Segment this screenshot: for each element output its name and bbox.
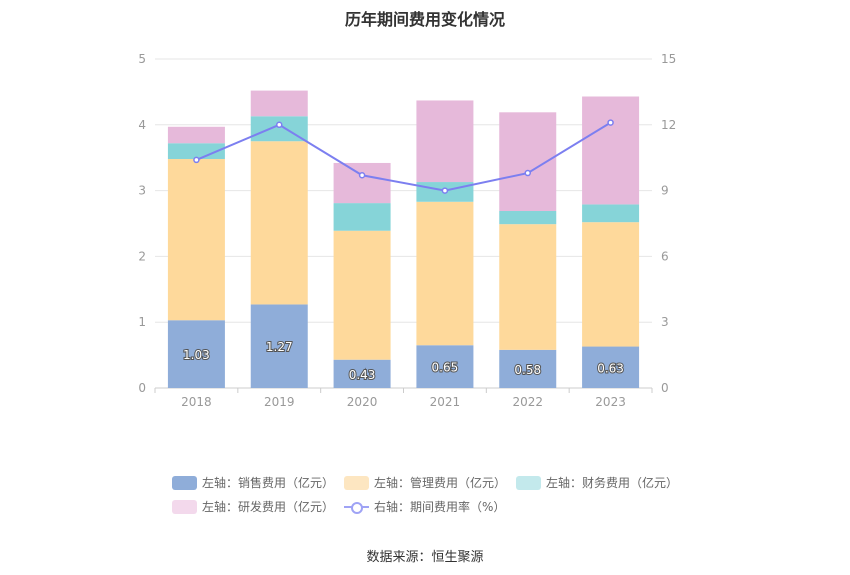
x-axis-tick-label: 2023	[595, 395, 626, 409]
bar-data-label: 1.03	[183, 348, 210, 362]
right-axis-tick-label: 15	[661, 52, 676, 66]
right-axis-tick-label: 6	[661, 249, 669, 263]
legend-swatch-finance	[516, 475, 541, 490]
rate-point	[607, 119, 614, 126]
legend-item-admin[interactable]: 左轴：管理费用（亿元）	[344, 474, 506, 491]
legend-label-admin: 左轴：管理费用（亿元）	[374, 476, 507, 490]
legend-label-rd: 左轴：研发费用（亿元）	[202, 500, 335, 514]
bar-segment	[333, 359, 391, 388]
left-axis-tick-label: 3	[138, 184, 146, 198]
grid-lines	[155, 58, 652, 323]
legend-swatch-rd	[172, 499, 197, 514]
rate-point	[193, 156, 200, 164]
left-axis-tick-label: 1	[138, 315, 146, 329]
bar-segment	[416, 345, 474, 388]
legend-swatch-rate	[344, 500, 369, 514]
rate-line	[193, 119, 614, 194]
chart-title: 历年期间费用变化情况	[344, 10, 505, 29]
bar-segment	[250, 141, 308, 305]
legend-item-finance[interactable]: 左轴：财务费用（亿元）	[516, 474, 678, 491]
bar-data-label: 0.63	[597, 361, 624, 375]
bars	[167, 90, 640, 388]
right-axis-tick-label: 9	[661, 184, 669, 198]
left-axis-tick-label: 4	[138, 118, 146, 132]
data-labels: 1.03 1.27 0.43 0.65 0.58 0.63	[182, 339, 625, 383]
x-axis-tick-label: 2020	[347, 395, 378, 409]
right-axis-tick-label: 12	[661, 118, 676, 132]
bar-segment	[250, 304, 308, 388]
rate-point	[276, 121, 283, 129]
legend-label-rate: 右轴：期间费用率（%）	[374, 500, 506, 514]
bar-segment	[167, 320, 225, 388]
bar-segment	[499, 210, 557, 225]
bar-data-label: 0.58	[514, 363, 541, 377]
bar-segment	[582, 346, 640, 388]
left-axis-tick-label: 2	[138, 249, 146, 263]
bar-segment	[416, 201, 474, 346]
right-axis-tick-label: 0	[661, 381, 669, 395]
bar-segment	[167, 143, 225, 160]
bar-segment	[582, 96, 640, 205]
rate-line-path	[196, 121, 612, 192]
x-axis-tick-label: 2019	[264, 395, 295, 409]
bar-segment	[582, 222, 640, 347]
legend-item-rate[interactable]: 右轴：期间费用率（%）	[344, 498, 505, 515]
legend-label-sales: 左轴：销售费用（亿元）	[202, 476, 335, 490]
legend-label-finance: 左轴：财务费用（亿元）	[546, 476, 679, 490]
x-axis-tick-label: 2018	[181, 395, 212, 409]
left-axis-tick-label: 0	[138, 381, 146, 395]
bar-data-label: 0.43	[349, 368, 376, 382]
right-axis-tick-label: 3	[661, 315, 669, 329]
bar-segment	[167, 159, 225, 321]
x-axis-tick-label: 2021	[430, 395, 461, 409]
legend-swatch-admin	[344, 475, 369, 490]
bar-segment	[333, 230, 391, 360]
bar-segment	[333, 203, 391, 231]
bar-segment	[250, 90, 308, 117]
bar-data-label: 1.27	[266, 340, 293, 354]
legend-item-sales[interactable]: 左轴：销售费用（亿元）	[172, 474, 334, 491]
source-note: 数据来源：恒生聚源	[366, 550, 484, 565]
bar-segment	[333, 162, 391, 204]
rate-point	[441, 187, 449, 194]
rate-point	[524, 169, 531, 177]
bar-segment	[167, 126, 225, 144]
bar-data-label: 0.65	[432, 361, 459, 375]
x-axis-tick-label: 2022	[512, 395, 543, 409]
bar-segment	[416, 100, 474, 183]
bar-segment	[582, 204, 640, 223]
left-axis-tick-label: 5	[138, 52, 146, 66]
rate-point	[358, 171, 366, 179]
legend-item-rd[interactable]: 左轴：研发费用（亿元）	[172, 498, 334, 515]
legend-swatch-sales	[172, 475, 197, 490]
bar-segment	[499, 349, 557, 388]
bar-segment	[499, 224, 557, 350]
